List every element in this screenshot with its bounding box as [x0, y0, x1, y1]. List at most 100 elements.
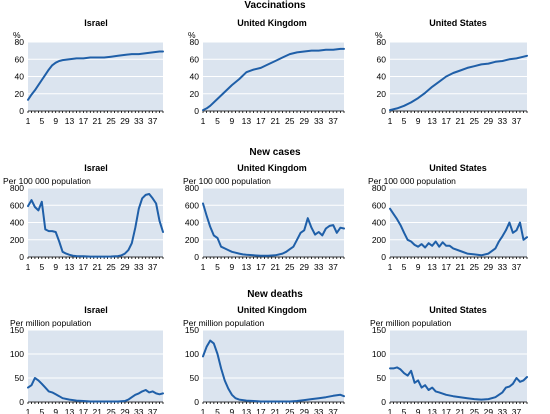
y-tick-label: 80 — [377, 37, 387, 47]
y-unit-label: Per million population — [10, 318, 92, 328]
y-unit-label: Per 100 000 population — [183, 176, 271, 186]
y-unit-label: Per million population — [183, 318, 265, 328]
chart-panel-new-deaths-united-states: United States Per million population 0 50 10… — [370, 305, 528, 414]
y-tick-label: 400 — [372, 218, 386, 228]
y-tick-label: 40 — [190, 72, 200, 82]
y-tick-label: 800 — [10, 183, 24, 193]
x-tick-label: 17 — [79, 262, 89, 272]
y-tick-label: 40 — [15, 72, 25, 82]
y-tick-label: 0 — [194, 252, 199, 262]
y-tick-label: 80 — [15, 37, 25, 47]
panel-title: United States — [429, 18, 487, 28]
section-title-new-cases: New cases — [249, 147, 301, 158]
x-tick-label: 9 — [230, 407, 235, 414]
y-tick-label: 100 — [185, 349, 199, 359]
y-tick-label: 60 — [377, 54, 387, 64]
x-tick-label: 1 — [388, 116, 393, 126]
series-line — [27, 50, 164, 101]
x-tick-label: 25 — [470, 116, 480, 126]
x-tick-label: 1 — [201, 262, 206, 272]
x-tick-label: 17 — [256, 116, 266, 126]
series-line — [202, 47, 345, 112]
x-tick-label: 33 — [134, 116, 144, 126]
series-line — [202, 202, 345, 257]
x-tick-label: 25 — [106, 262, 116, 272]
x-tick-label: 17 — [79, 116, 89, 126]
x-tick-label: 33 — [134, 407, 144, 414]
x-tick-label: 9 — [53, 407, 58, 414]
x-tick-label: 17 — [256, 407, 266, 414]
y-tick-label: 600 — [185, 200, 199, 210]
y-tick-label: 0 — [381, 397, 386, 407]
x-tick-label: 25 — [285, 262, 295, 272]
y-tick-label: 800 — [185, 183, 199, 193]
x-tick-label: 37 — [328, 116, 338, 126]
section-title-new-deaths: New deaths — [247, 289, 303, 300]
y-tick-label: 0 — [381, 252, 386, 262]
x-tick-label: 5 — [402, 116, 407, 126]
y-tick-label: 200 — [185, 235, 199, 245]
chart-panel-new-deaths-united-kingdom: United Kingdom Per million population 0 50 1… — [183, 305, 345, 414]
y-unit-label: Per million population — [370, 318, 452, 328]
plot-area — [390, 330, 527, 402]
panel-title: United Kingdom — [237, 305, 307, 315]
x-tick-label: 33 — [498, 116, 508, 126]
chart-panel-vaccinations-israel: Israel% 0 20 40 60 80 1 5 9 13 17 21 25 29 33 37 — [13, 18, 164, 126]
chart-panel-new-cases-united-states: United States Per 100 000 population 0 200 4… — [368, 163, 528, 272]
x-tick-label: 13 — [242, 116, 252, 126]
panel-title: United Kingdom — [237, 18, 307, 28]
x-tick-label: 21 — [271, 407, 281, 414]
x-tick-label: 1 — [201, 116, 206, 126]
y-tick-label: 600 — [372, 200, 386, 210]
chart-panel-vaccinations-united-states: United States% 0 20 40 60 80 1 5 9 13 17 21 25 29 33 37 — [375, 18, 528, 126]
x-tick-label: 1 — [201, 407, 206, 414]
x-tick-label: 5 — [215, 262, 220, 272]
x-tick-label: 33 — [314, 116, 324, 126]
x-tick-label: 13 — [427, 407, 437, 414]
x-tick-label: 13 — [65, 116, 75, 126]
y-tick-label: 150 — [185, 325, 199, 335]
y-tick-label: 60 — [190, 54, 200, 64]
y-tick-label: 400 — [185, 218, 199, 228]
x-tick-label: 9 — [230, 262, 235, 272]
x-tick-label: 33 — [498, 262, 508, 272]
y-tick-label: 200 — [10, 235, 24, 245]
y-tick-label: 20 — [377, 89, 387, 99]
x-tick-label: 29 — [120, 116, 130, 126]
y-tick-label: 50 — [190, 373, 200, 383]
y-tick-label: 150 — [372, 325, 386, 335]
x-tick-label: 9 — [53, 262, 58, 272]
series-line — [27, 377, 164, 403]
x-tick-label: 37 — [512, 116, 522, 126]
x-tick-label: 29 — [299, 262, 309, 272]
x-tick-label: 21 — [271, 116, 281, 126]
x-tick-label: 33 — [314, 262, 324, 272]
x-tick-label: 29 — [299, 407, 309, 414]
x-tick-label: 37 — [328, 407, 338, 414]
y-tick-label: 0 — [194, 106, 199, 116]
x-tick-label: 25 — [285, 116, 295, 126]
x-tick-label: 1 — [388, 407, 393, 414]
y-tick-label: 100 — [10, 349, 24, 359]
y-tick-label: 50 — [15, 373, 25, 383]
x-tick-label: 21 — [456, 262, 466, 272]
x-tick-label: 5 — [39, 407, 44, 414]
x-tick-label: 21 — [92, 262, 102, 272]
series-line — [389, 54, 528, 112]
x-tick-label: 13 — [242, 262, 252, 272]
x-tick-label: 29 — [120, 262, 130, 272]
y-tick-label: 20 — [15, 89, 25, 99]
x-tick-label: 17 — [441, 262, 451, 272]
x-tick-label: 25 — [470, 262, 480, 272]
chart-panel-vaccinations-united-kingdom: United Kingdom% 0 20 40 60 80 1 5 9 13 17 21 25 29 33 3… — [188, 18, 345, 126]
x-tick-label: 9 — [416, 407, 421, 414]
panel-title: United Kingdom — [237, 163, 307, 173]
panel-title: United States — [429, 305, 487, 315]
panel-title: Israel — [84, 18, 108, 28]
x-tick-label: 33 — [498, 407, 508, 414]
x-tick-label: 33 — [134, 262, 144, 272]
chart-panel-new-deaths-israel: Israel Per million population 0 50 100 150 1 5 9… — [10, 305, 164, 414]
x-tick-label: 5 — [402, 262, 407, 272]
x-tick-label: 25 — [106, 407, 116, 414]
x-tick-label: 17 — [441, 116, 451, 126]
